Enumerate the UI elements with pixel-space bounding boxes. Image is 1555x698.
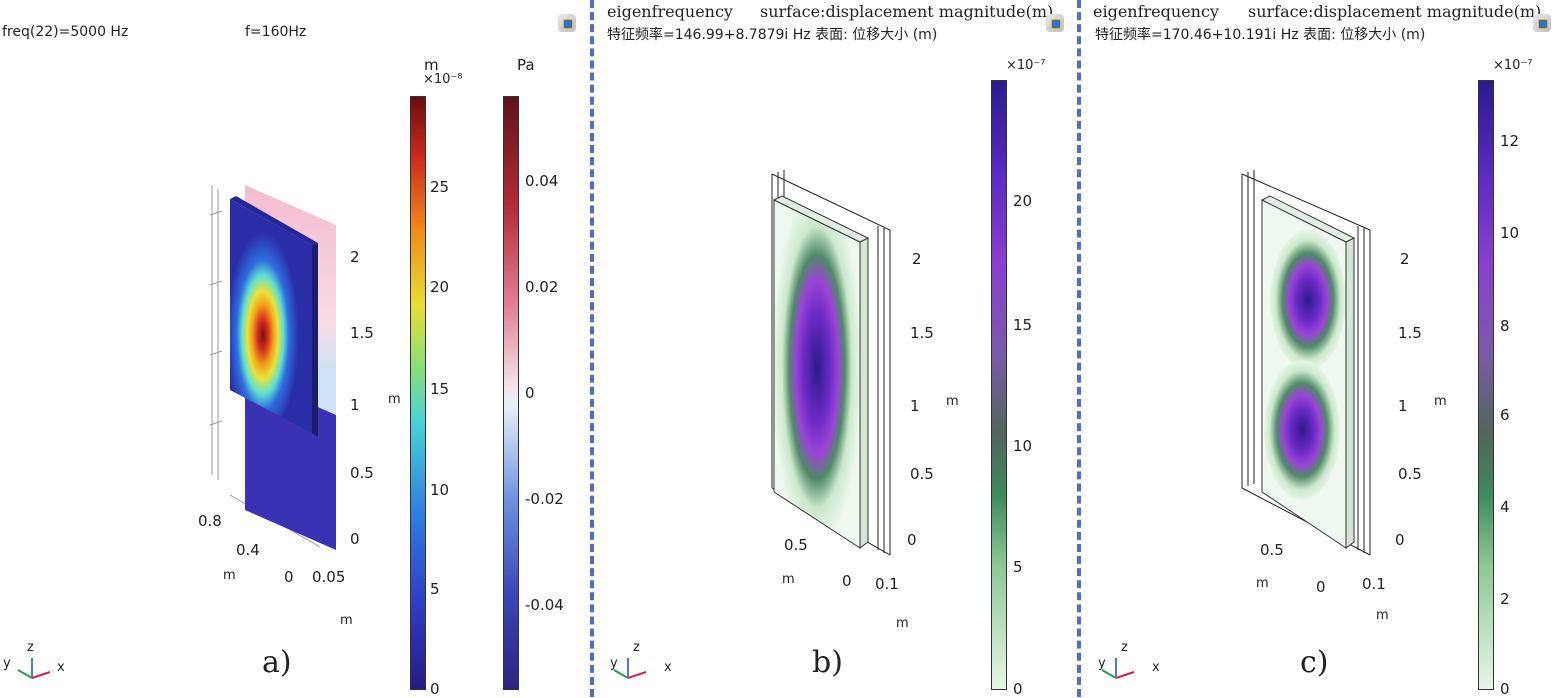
panel-divider <box>590 0 594 697</box>
panel-c-subtitle: surface:displacement magnitude(m) <box>1248 2 1542 21</box>
z-tick: 1.5 <box>1398 324 1422 342</box>
x-tick: 0.1 <box>875 575 899 593</box>
colorbar-tick: 25 <box>430 178 450 196</box>
z-tick: 1 <box>1398 397 1408 415</box>
colorbar-tick: 10 <box>1500 224 1520 242</box>
y-tick: 0 <box>842 572 852 590</box>
f-label: f=160Hz <box>245 24 307 40</box>
colorbar-tick: 2 <box>1500 590 1510 608</box>
y-tick: 0.5 <box>784 536 808 554</box>
z-tick: 2 <box>350 248 360 266</box>
y-unit: m <box>223 568 236 583</box>
panel-c-title: eigenfrequency <box>1093 2 1219 21</box>
z-tick: 2 <box>1400 250 1410 268</box>
y-unit: m <box>1256 576 1269 591</box>
displacement-colorbar <box>410 96 426 690</box>
colorbar-tick: 0 <box>1013 680 1023 698</box>
colorbar-exponent: ×10⁻⁷ <box>1006 58 1046 73</box>
triad-z-label: z <box>27 640 34 655</box>
plate-b-plot[interactable] <box>760 170 900 570</box>
y-tick: 0.8 <box>198 512 222 530</box>
pressure-tick: -0.02 <box>525 490 564 508</box>
pressure-tick: -0.04 <box>525 596 564 614</box>
pressure-tick: 0.04 <box>525 172 559 190</box>
z-tick: 0.5 <box>350 464 374 482</box>
z-tick: 1 <box>350 396 360 414</box>
colorbar-tick: 15 <box>430 380 450 398</box>
pressure-colorbar <box>503 96 519 690</box>
z-tick: 1 <box>910 397 920 415</box>
panel-a-caption: a) <box>262 645 292 680</box>
displacement-colorbar <box>991 80 1007 690</box>
colorbar-tick: 10 <box>430 481 450 499</box>
colorbar-tick: 12 <box>1500 132 1520 150</box>
panel-c-info: 特征频率=170.46+10.191i Hz 表面: 位移大小 (m) <box>1095 27 1426 43</box>
triad-z-label: z <box>633 640 640 655</box>
panel-b-subtitle: surface:displacement magnitude(m) <box>760 2 1054 21</box>
colorbar-tick: 20 <box>1013 192 1033 210</box>
settings-icon[interactable] <box>1533 14 1551 32</box>
z-tick: 0 <box>1395 531 1405 549</box>
colorbar-tick: 10 <box>1013 437 1033 455</box>
colorbar-unit: m <box>424 56 439 74</box>
triad-x-label: x <box>57 660 65 675</box>
axis-triad-icon <box>1101 658 1135 679</box>
panel-b-info: 特征频率=146.99+8.7879i Hz 表面: 位移大小 (m) <box>607 27 938 43</box>
z-tick: 0 <box>350 530 360 548</box>
x-tick: 0.05 <box>312 568 346 586</box>
z-tick: 1.5 <box>350 324 374 342</box>
y-tick: 0 <box>284 568 294 586</box>
triad-z-label: z <box>1121 640 1128 655</box>
x-unit: m <box>1376 608 1389 623</box>
x-unit: m <box>896 616 909 631</box>
triad-y-label: y <box>1098 656 1106 671</box>
triad-y-label: y <box>610 656 618 671</box>
z-tick: 0.5 <box>910 465 934 483</box>
pressure-tick: 0 <box>525 384 535 402</box>
y-tick: 0.4 <box>236 541 260 559</box>
displacement-colorbar <box>1478 80 1494 690</box>
panel-b-caption: b) <box>812 645 843 680</box>
x-tick: 0.1 <box>1362 575 1386 593</box>
plate-c-plot[interactable] <box>1230 170 1380 570</box>
colorbar-tick: 8 <box>1500 317 1510 335</box>
colorbar-tick: 5 <box>1013 558 1023 576</box>
z-tick: 1.5 <box>910 324 934 342</box>
colorbar-exponent: ×10⁻⁷ <box>1493 58 1533 73</box>
y-unit: m <box>782 572 795 587</box>
triad-y-label: y <box>3 656 11 671</box>
y-tick: 0.5 <box>1260 541 1284 559</box>
colorbar-tick: 15 <box>1013 316 1033 334</box>
z-tick: 0 <box>907 531 917 549</box>
colorbar-tick: 0 <box>1500 680 1510 698</box>
colorbar-tick: 20 <box>430 278 450 296</box>
x-unit: m <box>340 613 353 628</box>
z-unit: m <box>388 392 401 407</box>
z-unit: m <box>946 394 959 409</box>
settings-icon[interactable] <box>558 14 576 32</box>
settings-icon[interactable] <box>1046 14 1064 32</box>
y-tick: 0 <box>1316 578 1326 596</box>
panel-c-caption: c) <box>1300 645 1329 680</box>
axis-triad-icon <box>17 658 51 679</box>
pressure-tick: 0.02 <box>525 278 559 296</box>
plate-a-plot[interactable] <box>200 175 360 555</box>
freq-label: freq(22)=5000 Hz <box>2 24 129 40</box>
z-unit: m <box>1434 394 1447 409</box>
z-tick: 0.5 <box>1398 465 1422 483</box>
z-tick: 2 <box>912 250 922 268</box>
panel-divider <box>1077 0 1081 697</box>
panel-b-title: eigenfrequency <box>607 2 733 21</box>
colorbar-exponent: ×10⁻⁸ <box>423 72 463 87</box>
pressure-unit: Pa <box>517 56 535 74</box>
triad-x-label: x <box>1152 660 1160 675</box>
axis-triad-icon <box>613 658 647 679</box>
colorbar-tick: 0 <box>430 680 440 698</box>
colorbar-tick: 6 <box>1500 406 1510 424</box>
colorbar-tick: 4 <box>1500 498 1510 516</box>
colorbar-tick: 5 <box>430 580 440 598</box>
triad-x-label: x <box>664 660 672 675</box>
